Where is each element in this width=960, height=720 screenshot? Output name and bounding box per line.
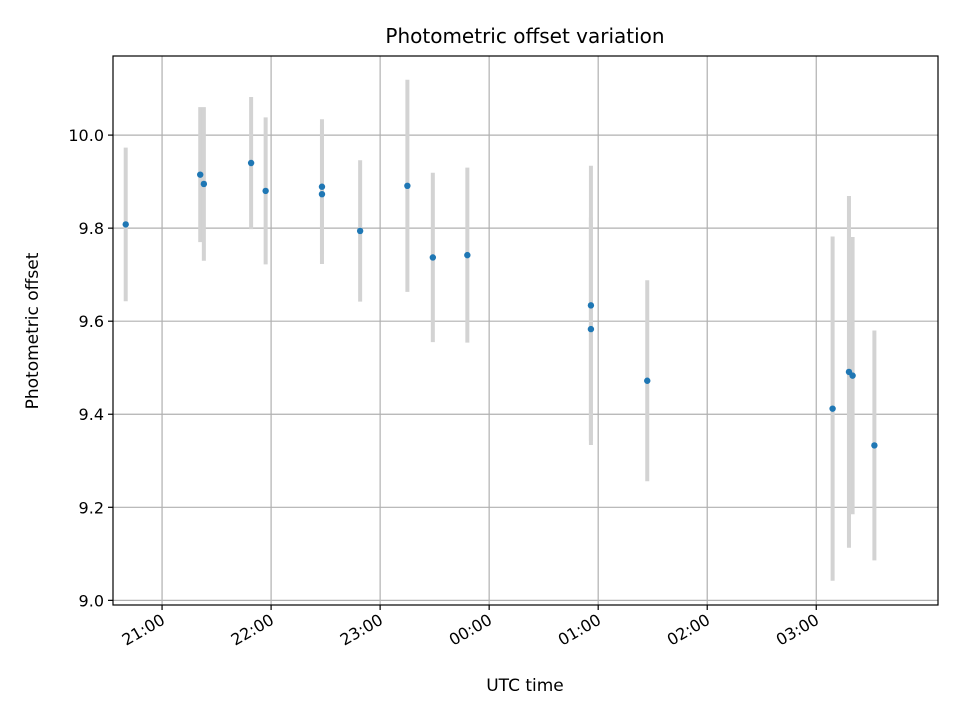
- y-tick-label: 10.0: [68, 126, 104, 145]
- x-axis-label: UTC time: [486, 676, 564, 696]
- y-tick-label: 9.8: [79, 219, 104, 238]
- data-point: [644, 377, 651, 384]
- data-point: [829, 405, 836, 412]
- data-point: [262, 187, 269, 195]
- chart-title: Photometric offset variation: [385, 24, 664, 48]
- data-point: [849, 372, 856, 379]
- data-point: [587, 325, 595, 333]
- data-point: [587, 302, 595, 309]
- grid: [113, 56, 938, 605]
- plot-frame: [112, 55, 939, 606]
- data-point: [318, 190, 326, 198]
- data-point: [871, 442, 878, 449]
- data-points: [122, 159, 878, 449]
- data-point: [404, 182, 411, 190]
- data-point: [464, 251, 471, 259]
- data-point: [197, 171, 204, 178]
- y-axis-ticks: 9.0 9.2 9.4 9.6 9.8 10.0: [68, 126, 113, 610]
- data-point: [200, 180, 208, 188]
- y-axis-label: Photometric offset: [23, 252, 43, 409]
- y-tick-label: 9.2: [79, 498, 104, 517]
- data-point: [429, 254, 437, 261]
- y-tick-label: 9.0: [79, 591, 104, 610]
- data-point: [318, 183, 326, 190]
- data-point: [356, 227, 364, 235]
- y-tick-label: 9.4: [79, 405, 104, 424]
- data-point: [247, 159, 255, 167]
- data-point: [122, 221, 129, 228]
- y-tick-label: 9.6: [79, 312, 104, 331]
